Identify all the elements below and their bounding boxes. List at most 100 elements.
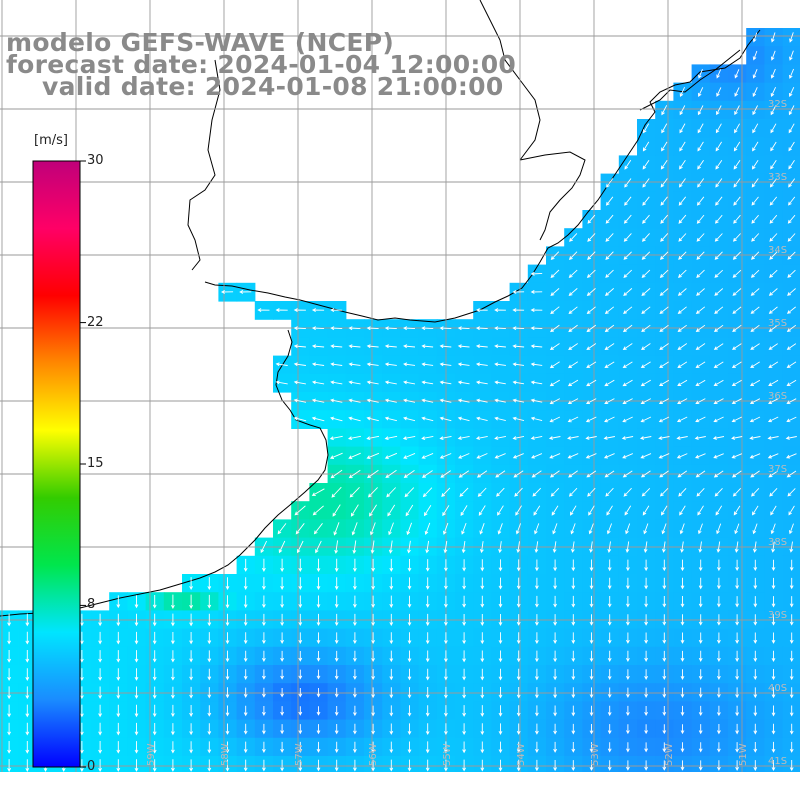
- wind-arrow: [696, 251, 705, 260]
- wind-arrow: [553, 632, 557, 644]
- wind-arrow: [642, 159, 650, 170]
- wind-arrow: [789, 541, 794, 553]
- wind-arrow: [680, 760, 685, 771]
- wind-arrow: [678, 178, 686, 188]
- wind-arrow: [589, 541, 593, 553]
- wind-arrow: [571, 705, 576, 717]
- wind-arrow: [366, 452, 380, 459]
- wind-arrow: [626, 614, 630, 626]
- wind-arrow: [116, 668, 121, 681]
- wind-arrow: [116, 741, 121, 754]
- wind-arrow: [457, 362, 470, 367]
- wind-arrow: [189, 705, 193, 717]
- wind-arrow: [644, 669, 648, 680]
- wind-arrow: [350, 504, 359, 517]
- wind-arrow: [698, 705, 703, 717]
- wind-arrow: [644, 724, 648, 735]
- wind-arrow: [717, 669, 721, 680]
- wind-arrow: [588, 523, 594, 535]
- wind-arrow: [334, 577, 339, 590]
- wind-arrow: [134, 759, 139, 772]
- wind-arrow: [735, 632, 739, 644]
- wind-arrow: [80, 686, 84, 700]
- wind-arrow: [475, 308, 488, 312]
- wind-arrow: [444, 632, 448, 645]
- wind-arrow: [477, 487, 487, 497]
- wind-arrow: [731, 453, 743, 459]
- wind-arrow: [280, 706, 284, 716]
- wind-arrow: [680, 559, 685, 572]
- wind-arrow: [98, 613, 102, 627]
- longitude-labels: 59W 58W 57W 56W 55W 54W 53W 52W 51W: [146, 743, 749, 766]
- wind-arrow: [98, 704, 102, 718]
- wind-arrow: [171, 704, 175, 718]
- wind-arrow: [386, 487, 397, 498]
- wind-arrow: [512, 453, 524, 459]
- wind-arrow: [586, 470, 597, 478]
- wind-arrow: [439, 362, 452, 367]
- wind-arrow: [407, 687, 412, 699]
- wind-arrow: [642, 141, 650, 152]
- wind-arrow: [262, 759, 266, 772]
- wind-arrow: [7, 722, 11, 736]
- wind-arrow: [786, 379, 797, 386]
- wind-arrow: [717, 632, 721, 644]
- wind-arrow: [749, 453, 761, 459]
- wind-arrow: [624, 196, 632, 206]
- wind-arrow: [735, 559, 739, 572]
- wind-arrow: [642, 505, 650, 516]
- wind-arrow: [353, 759, 357, 772]
- wind-arrow: [334, 669, 339, 680]
- wind-arrow: [298, 724, 303, 735]
- wind-arrow: [80, 650, 84, 663]
- wind-arrow: [494, 344, 506, 349]
- wind-arrow: [535, 668, 539, 681]
- longitude-label: 58W: [220, 743, 231, 766]
- wind-arrow: [530, 290, 543, 294]
- wind-arrow: [407, 723, 412, 735]
- colorbar-tick-label: 0: [87, 759, 96, 774]
- wind-arrow: [152, 668, 157, 681]
- wind-arrow: [694, 436, 706, 440]
- wind-arrow: [767, 453, 779, 459]
- wind-arrow: [771, 577, 776, 590]
- wind-arrow: [371, 632, 375, 645]
- wind-arrow: [714, 288, 724, 296]
- wind-arrow: [753, 577, 758, 590]
- wind-arrow: [316, 613, 321, 627]
- wind-arrow: [171, 759, 175, 772]
- wind-arrow: [494, 326, 506, 331]
- wind-arrow: [570, 541, 575, 553]
- wind-arrow: [98, 722, 102, 736]
- wind-arrow: [334, 706, 339, 716]
- wind-arrow: [262, 706, 266, 716]
- wind-arrow: [530, 435, 543, 440]
- wind-arrow: [461, 522, 467, 535]
- wind-arrow: [439, 380, 452, 385]
- wind-arrow: [535, 687, 539, 699]
- wind-arrow: [789, 687, 794, 699]
- wind-arrow: [225, 705, 230, 717]
- wind-arrow: [585, 453, 597, 459]
- wind-arrow: [605, 214, 614, 224]
- latitude-label: 36S: [768, 391, 787, 402]
- wind-arrow: [661, 523, 667, 535]
- wind-arrow: [642, 178, 650, 188]
- wind-arrow: [789, 669, 794, 681]
- wind-arrow: [280, 577, 284, 590]
- wind-arrow: [753, 596, 758, 608]
- wind-arrow: [498, 559, 503, 572]
- wind-arrow: [769, 178, 777, 188]
- longitude-label: 55W: [442, 743, 453, 766]
- wind-arrow: [531, 470, 542, 478]
- wind-arrow: [330, 362, 343, 367]
- wind-arrow: [625, 523, 631, 535]
- wind-arrow: [515, 523, 522, 535]
- wind-arrow: [677, 379, 688, 386]
- wind-arrow: [753, 650, 758, 662]
- wind-arrow: [788, 123, 795, 134]
- wind-arrow: [207, 632, 212, 645]
- wind-arrow: [384, 380, 397, 385]
- wind-arrow: [621, 436, 634, 440]
- wind-arrow: [662, 724, 667, 735]
